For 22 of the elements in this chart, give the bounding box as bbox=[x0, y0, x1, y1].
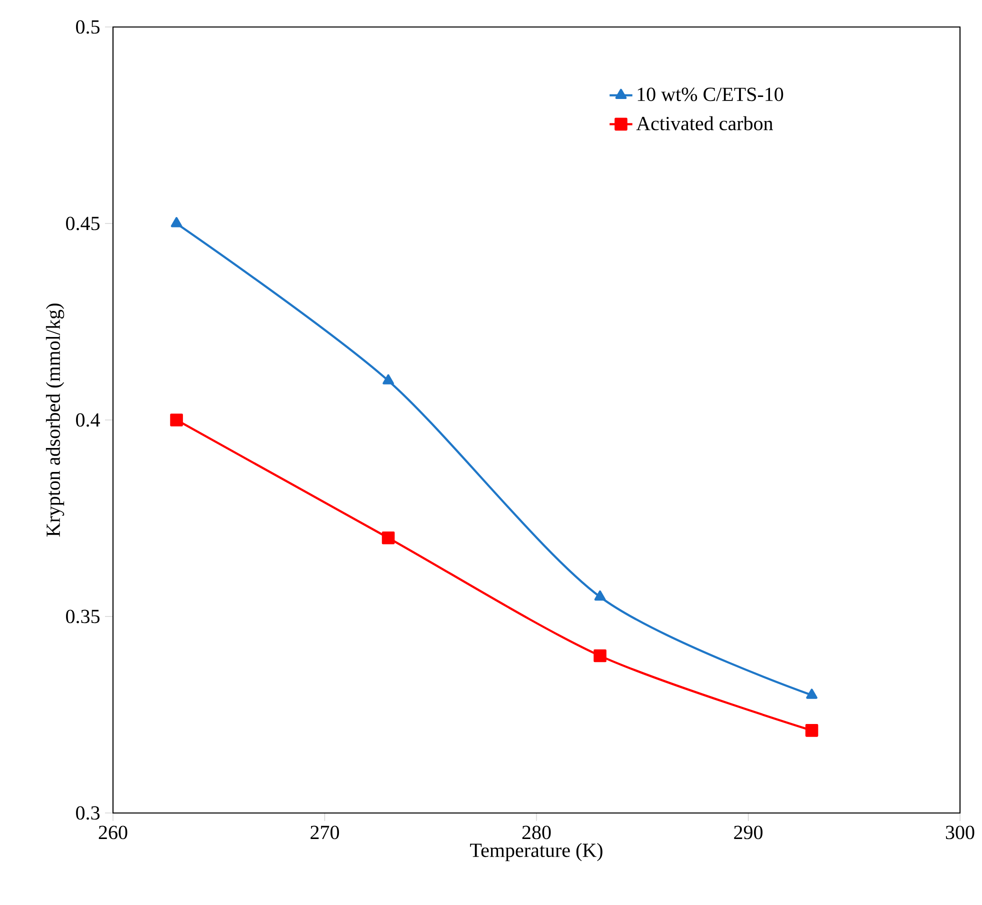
point bbox=[806, 688, 818, 699]
x-tick-label: 260 bbox=[98, 826, 128, 840]
point bbox=[805, 724, 818, 737]
y-axis-title: Krypton adsorbed (mmol/kg) bbox=[46, 304, 64, 537]
y-tick-label: 0.3 bbox=[76, 806, 100, 820]
point bbox=[382, 531, 395, 544]
x-tick-label: 270 bbox=[310, 826, 339, 840]
point bbox=[594, 590, 606, 601]
legend-label: Activated carbon bbox=[636, 116, 773, 130]
point bbox=[170, 414, 183, 426]
y-tick-label: 0.45 bbox=[66, 216, 100, 230]
y-tick-label: 0.5 bbox=[76, 20, 100, 34]
x-tick-label: 300 bbox=[946, 826, 974, 840]
x-tick-label: 280 bbox=[522, 826, 551, 840]
y-tick-label: 0.4 bbox=[76, 413, 100, 427]
point bbox=[594, 649, 606, 662]
x-axis-title: Temperature (K) bbox=[470, 843, 602, 862]
y-tick-label: 0.35 bbox=[66, 610, 100, 624]
x-tick-label: 290 bbox=[734, 826, 762, 840]
point bbox=[382, 374, 394, 384]
point bbox=[170, 217, 182, 228]
legend-label: 10 wt% C/ETS-10 bbox=[638, 88, 784, 102]
